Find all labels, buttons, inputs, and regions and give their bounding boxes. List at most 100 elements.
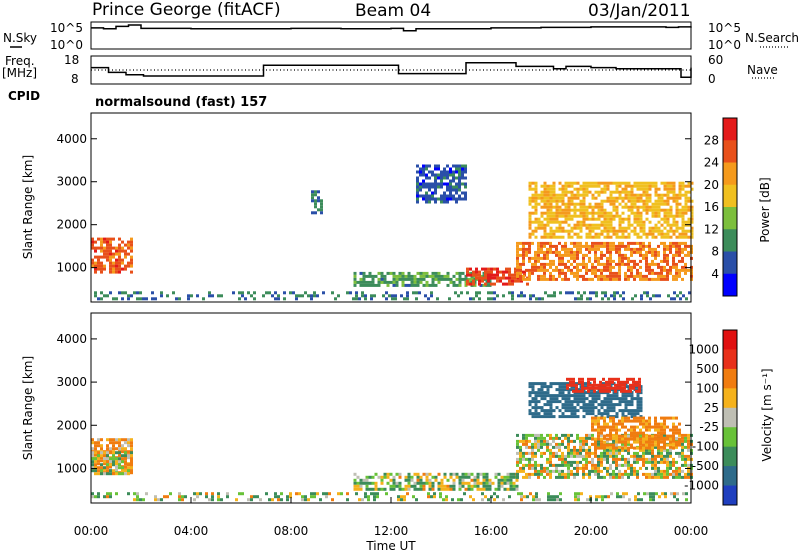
heat-cell <box>585 217 589 221</box>
heat-cell <box>636 419 639 423</box>
heat-cell <box>547 498 550 502</box>
heat-cell <box>603 244 606 248</box>
heat-cell <box>356 475 360 479</box>
heat-cell <box>604 291 607 295</box>
heat-cell <box>561 247 564 251</box>
heat-cell <box>672 220 676 224</box>
heat-cell <box>636 469 639 473</box>
heat-cell <box>523 270 526 274</box>
heat-cell <box>651 211 655 215</box>
heat-cell <box>226 495 229 499</box>
heat-cell <box>112 447 115 451</box>
heat-cell <box>576 394 580 398</box>
heat-cell <box>615 397 619 401</box>
heat-cell <box>582 445 585 449</box>
heat-cell <box>205 495 208 499</box>
heat-cell <box>419 487 423 491</box>
heat-cell <box>654 472 657 476</box>
heat-cell <box>549 220 553 224</box>
heat-cell <box>609 446 612 450</box>
heat-cell <box>543 253 546 257</box>
heat-cell <box>615 454 618 458</box>
heat-cell <box>531 193 535 197</box>
heat-cell <box>244 297 247 301</box>
heat-cell <box>606 241 609 245</box>
heat-cell <box>457 294 460 298</box>
heat-cell <box>561 196 565 200</box>
heat-cell <box>630 445 633 449</box>
heat-cell <box>660 265 663 269</box>
heat-cell <box>476 487 480 491</box>
heat-cell <box>597 419 600 423</box>
heat-cell <box>606 235 610 239</box>
heat-cell <box>100 454 103 458</box>
heat-cell <box>413 487 417 491</box>
heat-cell <box>657 211 661 215</box>
heat-cell <box>579 208 583 212</box>
heat-cell <box>537 241 540 245</box>
heat-cell <box>319 498 322 502</box>
heat-cell <box>100 237 103 241</box>
heat-cell <box>654 190 658 194</box>
heat-cell <box>424 294 427 298</box>
heat-cell <box>310 294 313 298</box>
heat-cell <box>478 291 481 295</box>
heat-cell <box>522 244 525 248</box>
heat-cell <box>540 214 544 218</box>
heat-cell <box>663 446 666 450</box>
heat-cell <box>383 274 387 278</box>
heat-cell <box>552 259 555 263</box>
heat-cell <box>437 481 441 485</box>
heat-cell <box>639 274 642 278</box>
heat-cell <box>549 190 553 194</box>
heat-cell <box>473 478 477 482</box>
heat-cell <box>645 475 648 479</box>
heat-cell <box>633 446 636 450</box>
heat-cell <box>472 279 475 283</box>
heat-cell <box>573 226 577 230</box>
heat-cell <box>91 457 94 461</box>
heat-cell <box>416 472 420 476</box>
heat-cell <box>519 265 522 269</box>
heat-cell <box>678 184 682 188</box>
heat-cell <box>543 277 546 281</box>
heat-cell <box>684 262 687 266</box>
heat-cell <box>355 297 358 301</box>
heat-cell <box>337 492 340 496</box>
heat-cell <box>549 448 552 452</box>
heat-cell <box>639 431 642 435</box>
heat-cell <box>106 294 109 298</box>
heat-cell <box>597 184 601 188</box>
heat-cell <box>675 220 679 224</box>
heat-cell <box>121 469 124 473</box>
heat-cell <box>645 274 648 278</box>
heat-cell <box>277 294 280 298</box>
heat-cell <box>600 223 604 227</box>
heat-cell <box>690 211 694 215</box>
heat-cell <box>431 280 435 284</box>
heat-cell <box>636 193 640 197</box>
heat-cell <box>383 280 387 284</box>
heat-cell <box>630 271 633 275</box>
heat-cell <box>112 472 115 476</box>
heat-cell <box>193 492 196 496</box>
heat-cell <box>602 386 605 390</box>
heat-cell <box>632 383 635 387</box>
heat-cell <box>392 283 396 287</box>
heat-cell <box>633 425 636 429</box>
heat-cell <box>597 247 600 251</box>
heat-cell <box>663 437 666 441</box>
heat-cell <box>585 466 588 470</box>
heat-cell <box>540 193 544 197</box>
heat-cell <box>636 440 639 444</box>
heat-cell <box>443 277 447 281</box>
heat-cell <box>579 193 583 197</box>
heat-cell <box>555 388 559 392</box>
heat-cell <box>678 211 682 215</box>
heat-cell <box>642 181 646 185</box>
heat-cell <box>106 492 109 496</box>
heat-cell <box>660 259 663 263</box>
heat-cell <box>280 492 283 496</box>
heat-cell <box>124 264 127 268</box>
heat-cell <box>660 460 663 464</box>
